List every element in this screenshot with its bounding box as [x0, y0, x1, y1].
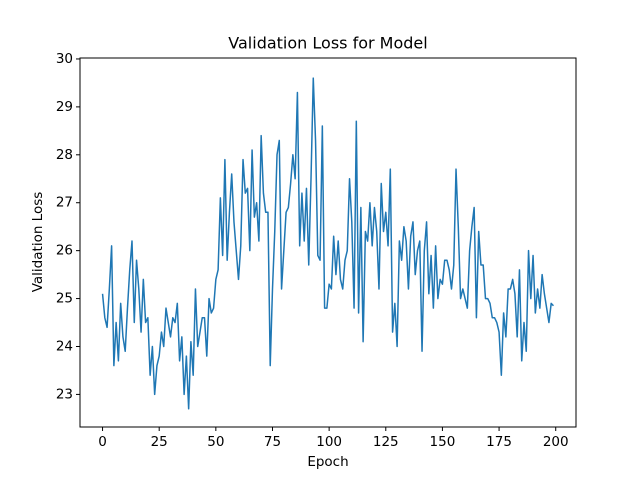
- data-line: [101, 77, 554, 410]
- x-tick-label: 125: [373, 434, 399, 450]
- x-tick-label: 100: [316, 434, 342, 450]
- y-tick-label: 25: [56, 291, 73, 307]
- y-axis-label: Validation Loss: [30, 192, 46, 293]
- y-tick-label: 24: [56, 338, 73, 354]
- x-tick-label: 150: [430, 434, 456, 450]
- x-tick-label: 75: [264, 434, 281, 450]
- plot-frame: [79, 57, 577, 428]
- y-tick-label: 27: [56, 195, 73, 211]
- y-tick-label: 23: [56, 386, 73, 402]
- y-tick-label: 26: [56, 243, 73, 259]
- x-tick-label: 200: [543, 434, 569, 450]
- y-tick-label: 28: [56, 147, 73, 163]
- x-tick-label: 0: [98, 434, 107, 450]
- chart-title: Validation Loss for Model: [228, 34, 427, 53]
- y-tick-label: 29: [56, 99, 73, 115]
- x-tick-label: 175: [486, 434, 512, 450]
- y-tick-label: 30: [56, 51, 73, 67]
- x-tick-label: 25: [151, 434, 168, 450]
- x-axis-label: Epoch: [307, 454, 348, 470]
- x-tick-label: 50: [207, 434, 224, 450]
